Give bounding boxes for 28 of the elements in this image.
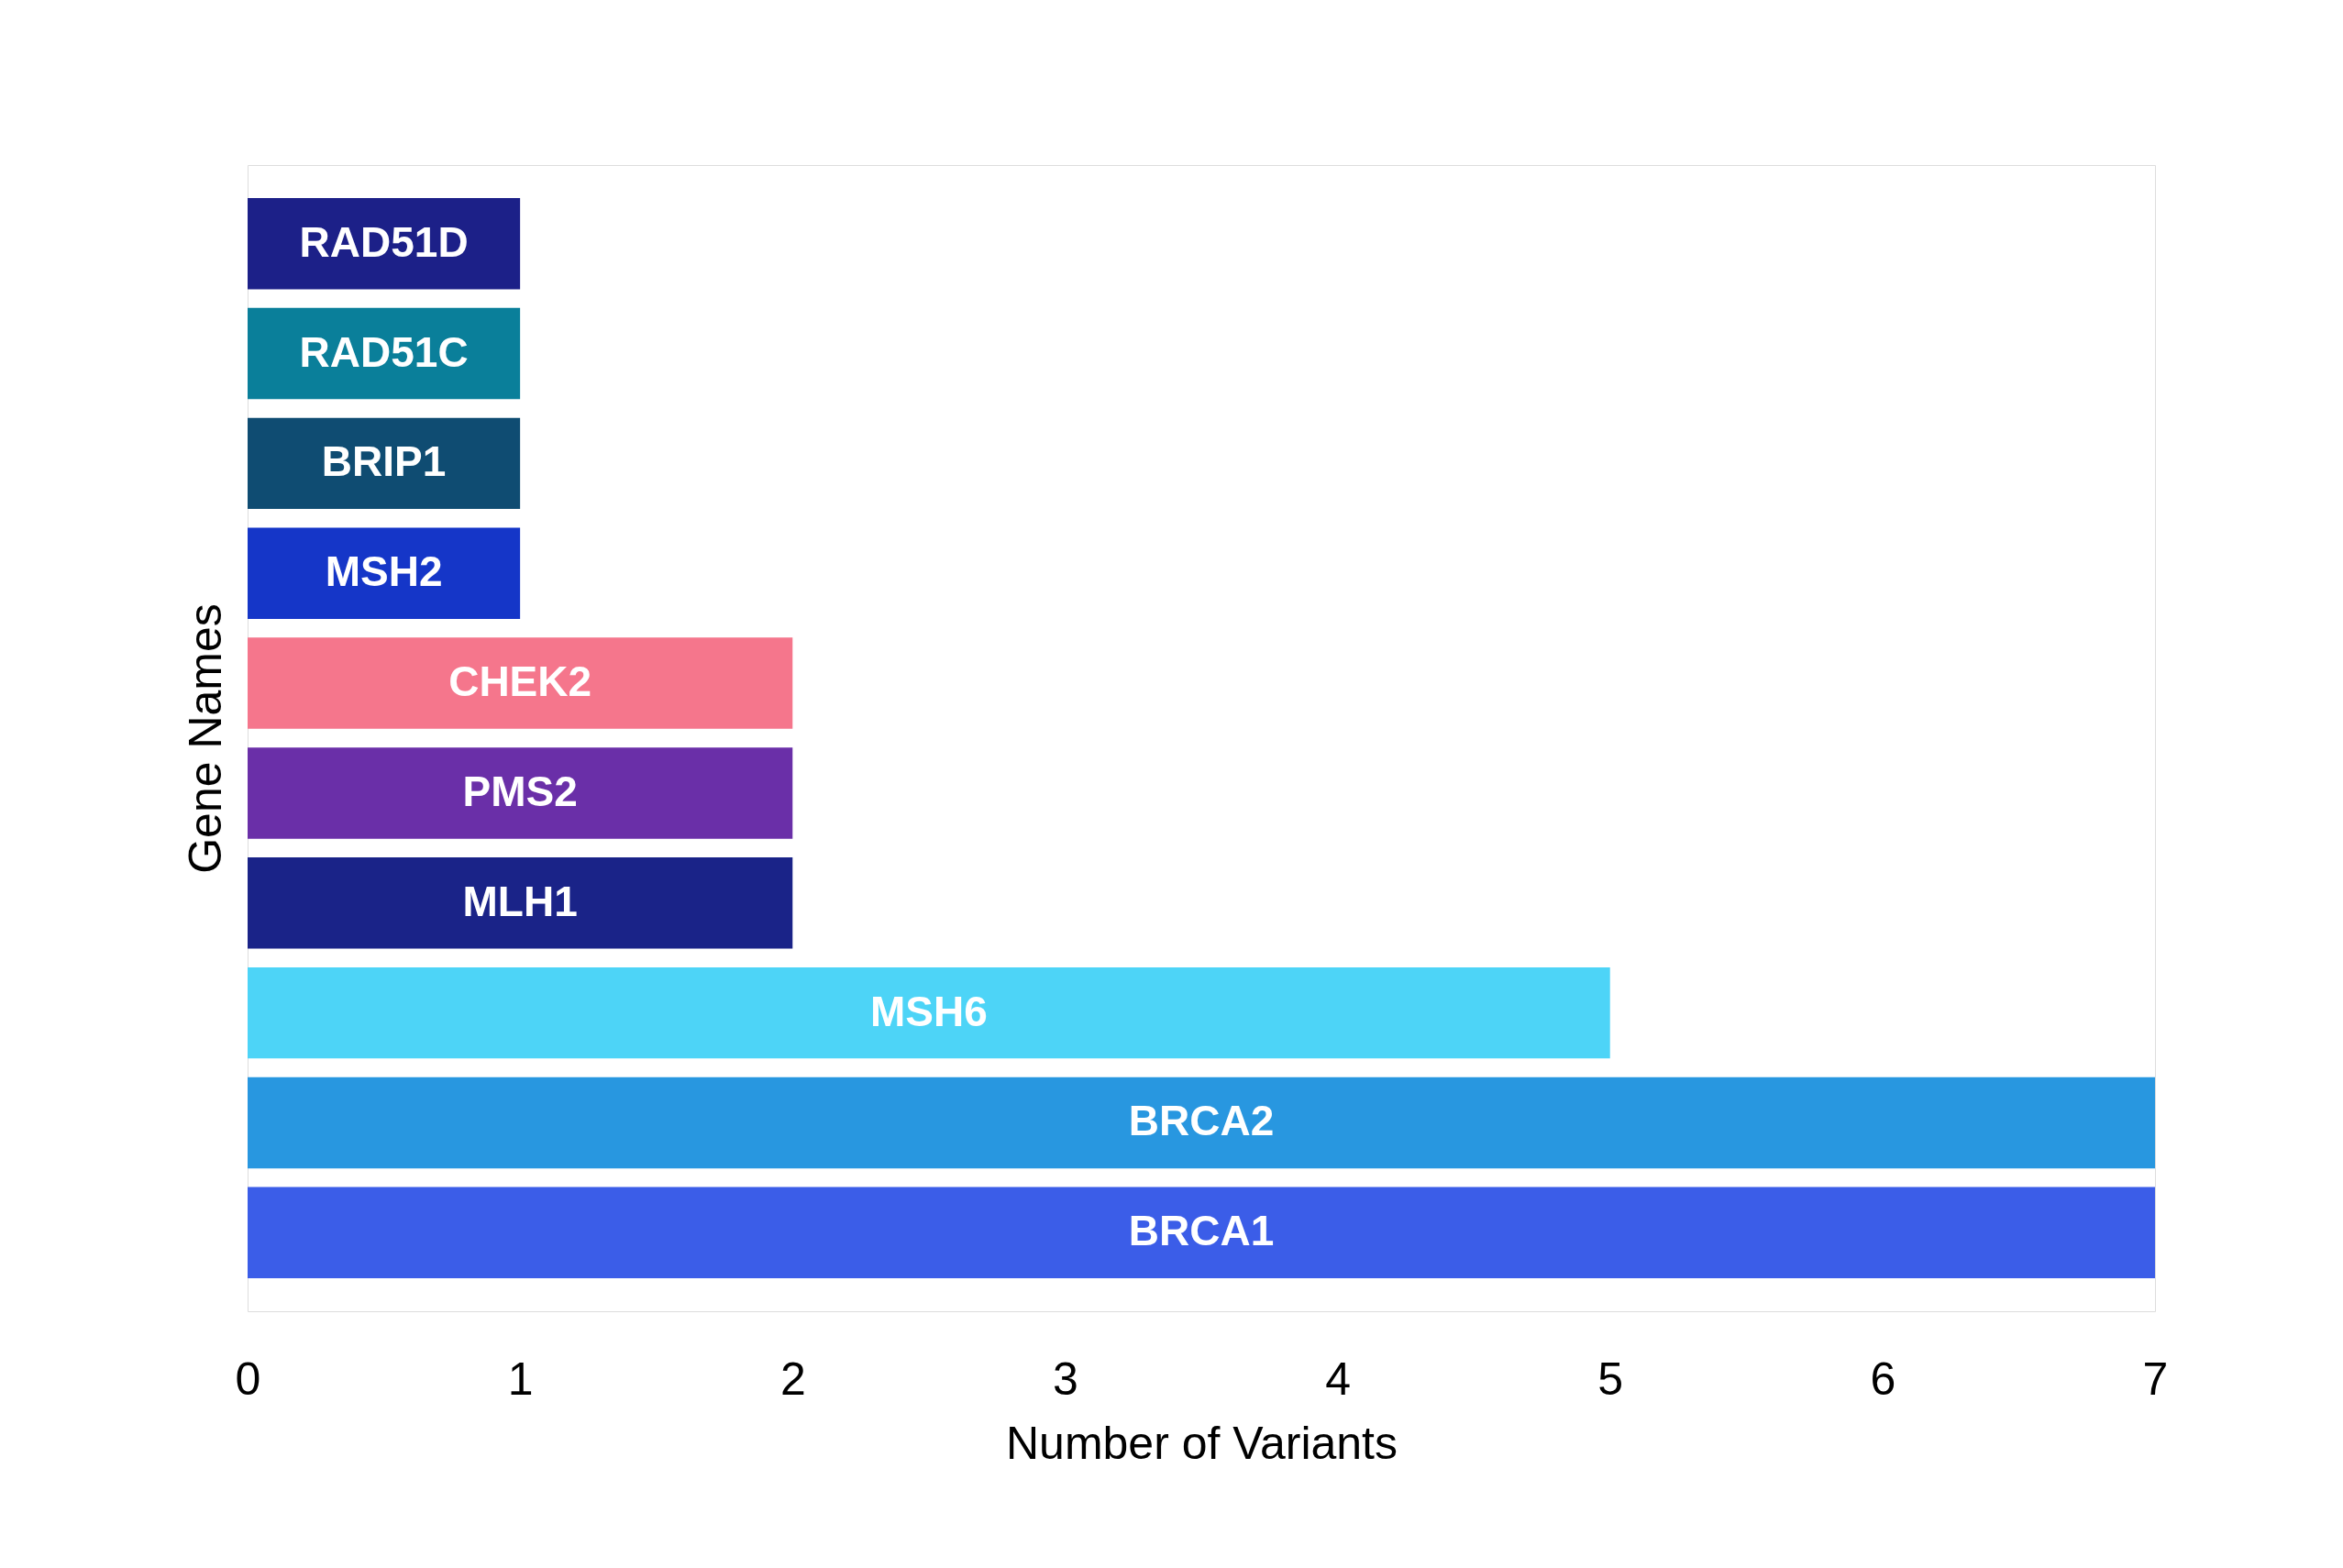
x-tick-label: 7 — [2142, 1353, 2169, 1405]
x-tick-label: 1 — [507, 1353, 534, 1405]
bar — [248, 1187, 2155, 1279]
y-tick-label: CHEK2 — [448, 657, 592, 706]
x-tick-label: 5 — [1597, 1353, 1624, 1405]
x-axis-title: Number of Variants — [1005, 1417, 1398, 1469]
bar — [248, 527, 521, 619]
x-tick-label: 2 — [779, 1353, 806, 1405]
x-tick-label: 6 — [1870, 1353, 1896, 1405]
y-tick-label: RAD51C — [299, 327, 469, 376]
bar — [248, 417, 521, 510]
x-tick-label: 4 — [1325, 1353, 1351, 1405]
y-tick-label: BRCA1 — [1128, 1207, 1275, 1255]
bar — [248, 637, 793, 729]
bar — [248, 857, 793, 949]
y-tick-label: BRIP1 — [321, 437, 447, 486]
y-tick-label: MSH6 — [869, 987, 988, 1035]
x-tick-label: 3 — [1053, 1353, 1078, 1405]
y-tick-label: RAD51D — [299, 217, 469, 266]
y-tick-label: PMS2 — [462, 767, 578, 815]
bar — [248, 1077, 2155, 1169]
y-tick-label: BRCA2 — [1128, 1097, 1275, 1145]
y-tick-label: MSH2 — [325, 547, 443, 596]
y-tick-label: MLH1 — [462, 877, 578, 925]
bar — [248, 747, 793, 839]
y-axis-title: Gene Names — [179, 603, 231, 874]
bar — [248, 966, 1610, 1059]
x-tick-label: 0 — [235, 1353, 261, 1405]
